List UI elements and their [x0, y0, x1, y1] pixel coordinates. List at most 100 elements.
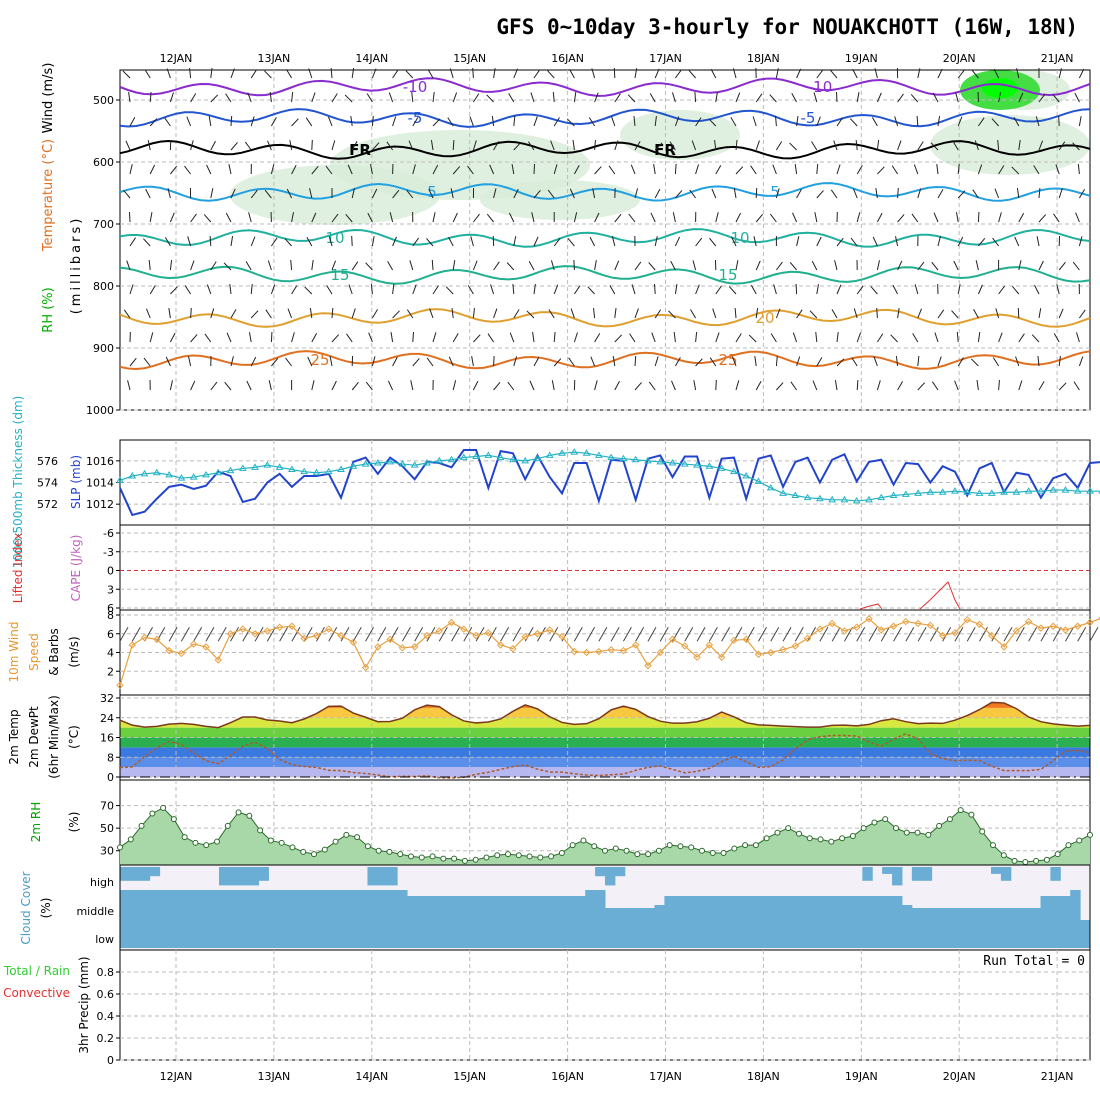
wind-barb	[836, 358, 845, 367]
cape-label: CAPE (J/kg)	[69, 535, 83, 602]
wind-barb	[594, 260, 597, 271]
wind-barb	[493, 261, 500, 271]
cloud-middle-bar	[585, 890, 596, 920]
slp-axis-label: SLP (mb)	[69, 455, 83, 509]
wind-barb	[351, 141, 358, 151]
wind-barb	[291, 332, 295, 343]
chart-title: GFS 0~10day 3-hourly for NOUAKCHOTT (16W…	[496, 15, 1078, 39]
cloud-middle-bar	[763, 896, 774, 920]
temp-ticklabel: 24	[100, 712, 114, 725]
wind-barb	[145, 308, 151, 319]
wind-barb	[614, 213, 622, 223]
wind-barb	[513, 142, 521, 151]
wind-barb	[210, 94, 219, 103]
wind-barb	[1038, 93, 1046, 103]
wind-barb-10m	[647, 627, 657, 642]
thickness-point	[1073, 487, 1082, 494]
cloud-middle-bar	[476, 896, 487, 920]
wind-speed-point	[828, 619, 836, 628]
wind-barb	[715, 285, 722, 295]
wind-barb	[631, 284, 636, 295]
isotherm-label: 15	[330, 266, 349, 284]
wind10m-label-4: (m/s)	[67, 636, 81, 667]
wind-barb-10m	[168, 627, 178, 642]
wind-barb	[412, 358, 420, 367]
wind-barb	[1038, 140, 1044, 151]
wind-barb	[186, 116, 192, 127]
wind-barb	[250, 116, 255, 127]
wind-barb	[1058, 188, 1063, 199]
wind-barb	[169, 92, 174, 103]
wind-barb	[351, 188, 355, 199]
wind-barb	[890, 334, 898, 343]
rh-point	[461, 857, 468, 864]
wind-speed-point	[349, 638, 357, 646]
millibars-label: (millibars)	[69, 216, 84, 315]
temp-band	[120, 737, 1090, 748]
slp-axis-titles: 1000-500mb Thickness (dm) SLP (mb)	[11, 396, 83, 569]
wind-barb	[937, 68, 943, 79]
cloud-middle-bar	[605, 908, 616, 920]
wind-barb	[365, 262, 373, 271]
wind-speed-point	[607, 645, 615, 654]
wind-barb	[715, 212, 719, 223]
wind-barb	[331, 140, 336, 151]
wind-speed-point	[742, 635, 750, 644]
wind-barb	[189, 68, 192, 79]
temp2m-label-1: 2m Temp	[7, 709, 21, 764]
rh-point	[1087, 831, 1093, 838]
wind-barb	[897, 260, 903, 271]
thickness-point	[459, 453, 468, 461]
wind-barb	[649, 93, 656, 103]
cloud-middle-bar	[337, 890, 349, 920]
wind-barb	[796, 356, 801, 367]
wind-barb	[587, 286, 595, 295]
wind-barb	[591, 68, 596, 79]
wind-barb	[230, 115, 233, 127]
wind-barb	[245, 261, 252, 271]
cloud-middle-bar	[367, 890, 378, 920]
wind-barb	[392, 310, 400, 319]
wind-barb	[1016, 68, 1020, 79]
wind-barb	[264, 70, 272, 79]
temp-ticklabel: 0	[107, 771, 114, 784]
rh-point	[192, 839, 199, 846]
wind-speed-point	[374, 643, 382, 651]
cloud-level-label: middle	[76, 905, 114, 918]
wind-barb	[674, 163, 677, 175]
wind-barb	[311, 92, 316, 103]
cloud-middle-bar	[733, 896, 745, 920]
wind-barb	[569, 188, 575, 199]
rh2m-label-1: 2m RH	[29, 802, 43, 843]
cloud-middle-bar	[228, 890, 240, 920]
wind-barb	[1074, 92, 1080, 103]
wind-barb-10m	[1040, 627, 1050, 642]
wind-barb-10m	[303, 627, 313, 642]
rh-point	[946, 816, 953, 823]
wind-barb	[311, 333, 318, 343]
cloud-middle-bar	[416, 896, 428, 920]
wind-barb	[331, 213, 339, 223]
wind-barb	[693, 380, 697, 391]
slp-ticklabel: 1016	[86, 455, 114, 468]
wind-speed-point	[128, 641, 136, 649]
wind-barb	[344, 94, 353, 103]
wind-barb	[735, 166, 744, 175]
wind-speed-point	[1012, 627, 1021, 635]
wind-barb	[634, 261, 642, 271]
wind-speed-point	[460, 625, 468, 633]
wind-barb	[126, 260, 131, 271]
wind-barb	[773, 284, 777, 295]
wind-barb	[708, 118, 717, 127]
wind-speed-point	[140, 633, 149, 642]
wind-barb	[654, 68, 660, 79]
wind-barb	[835, 91, 838, 103]
temp2m-label-3: (6hr Min/Max)	[47, 695, 61, 779]
isotherm-line	[119, 182, 1091, 202]
wind-barb	[392, 189, 400, 199]
wind-barb	[469, 116, 474, 127]
rh-point	[1000, 852, 1007, 859]
wind-speed-point	[509, 645, 517, 653]
wind-barb	[190, 93, 197, 103]
